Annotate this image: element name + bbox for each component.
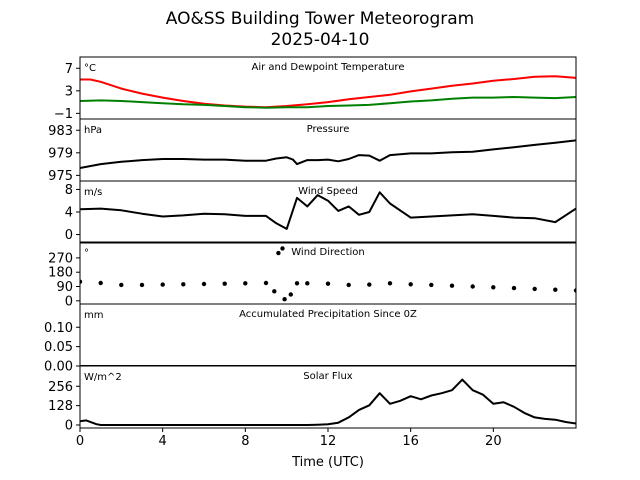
data-point [429, 282, 434, 288]
panel-unit-label: °C [84, 63, 96, 74]
x-tick-label: 16 [402, 434, 419, 449]
x-tick-label: 8 [241, 434, 249, 449]
x-tick-label: 12 [320, 434, 337, 449]
y-tick-label: 4 [65, 206, 73, 221]
x-tick-label: 4 [159, 434, 167, 449]
data-point [449, 283, 455, 288]
data-point [305, 281, 310, 286]
x-axis-label: Time (UTC) [291, 455, 364, 470]
data-point [160, 282, 165, 287]
panel-unit-label: mm [84, 310, 103, 321]
y-tick-label: 0.00 [44, 360, 73, 375]
data-point [367, 282, 372, 287]
panel-2: 975 979 983 hPa Pressure [48, 118, 577, 184]
y-tick-label: 128 [48, 399, 73, 414]
panels: −1 3 7 °C Air and Dewpoint Temperature 975 979… [44, 56, 577, 433]
y-tick-label: 256 [48, 380, 73, 395]
panel-title: Accumulated Precipitation Since 0Z [239, 309, 417, 320]
y-tick-label: 7 [65, 62, 73, 77]
y-tick-label: −1 [54, 107, 73, 122]
y-tick-label: 979 [48, 146, 73, 161]
x-tick-label: 20 [485, 434, 502, 449]
data-point [80, 279, 83, 284]
figure-title-line1: AO&SS Building Tower Meteorogram [166, 9, 474, 29]
y-tick-label: 270 [48, 251, 73, 266]
figure-title-line2: 2025-04-10 [271, 30, 370, 50]
y-tick-label: 8 [65, 183, 73, 198]
panel-unit-label: hPa [84, 125, 102, 136]
data-point [98, 280, 103, 286]
data-point [139, 282, 145, 288]
data-point [222, 281, 227, 286]
series-line-2 [80, 96, 576, 109]
panel-3: 0 4 8 m/s Wind Speed [65, 180, 577, 244]
data-point [573, 288, 576, 293]
data-point [263, 280, 269, 286]
data-point [181, 282, 186, 287]
data-point [346, 282, 351, 288]
panel-unit-label: ° [84, 248, 89, 259]
series-1 [80, 246, 576, 302]
series-line-1 [80, 191, 576, 230]
y-tick-label: 0.10 [44, 321, 73, 336]
panel-unit-label: m/s [84, 187, 102, 198]
panel-1: −1 3 7 °C Air and Dewpoint Temperature [54, 56, 577, 122]
data-point [294, 281, 300, 286]
data-point [408, 282, 413, 287]
data-point [387, 281, 393, 286]
data-point [119, 282, 124, 288]
data-point [276, 250, 281, 256]
data-point [288, 292, 293, 297]
series-line-1 [80, 378, 576, 426]
panel-5: 0.00 0.05 0.10 mm Accumulated Precipitation … [44, 303, 577, 375]
panel-unit-label: W/m^2 [84, 372, 122, 383]
panel-title: Wind Speed [298, 186, 358, 197]
data-point [325, 281, 331, 286]
y-tick-label: 90 [56, 280, 73, 295]
x-axis: 0 4 8 12 16 20 [76, 428, 502, 449]
data-point [553, 287, 558, 292]
data-point [280, 246, 285, 251]
y-tick-label: 0 [65, 294, 73, 309]
data-point [282, 297, 287, 302]
panel-title: Solar Flux [303, 371, 353, 382]
data-point [470, 284, 475, 289]
panel-title: Air and Dewpoint Temperature [252, 62, 405, 73]
y-tick-label: 975 [48, 169, 73, 184]
data-point [272, 289, 277, 294]
data-point [491, 285, 496, 290]
series-line-1 [80, 139, 576, 169]
panel-6: 0 128 256 W/m^2 Solar Flux [48, 365, 577, 433]
series-line-1 [80, 75, 576, 109]
data-point [201, 281, 207, 287]
data-point [243, 281, 248, 286]
data-point [511, 285, 517, 291]
x-tick-label: 0 [76, 434, 84, 449]
panel-title: Pressure [307, 124, 350, 135]
y-tick-label: 3 [65, 84, 73, 99]
y-tick-label: 0 [65, 418, 73, 433]
y-tick-label: 983 [48, 124, 73, 139]
y-tick-label: 0.05 [44, 340, 73, 355]
y-tick-label: 0 [65, 228, 73, 243]
panel-title: Wind Direction [291, 247, 365, 258]
y-tick-label: 180 [48, 266, 73, 281]
data-point [532, 286, 537, 292]
